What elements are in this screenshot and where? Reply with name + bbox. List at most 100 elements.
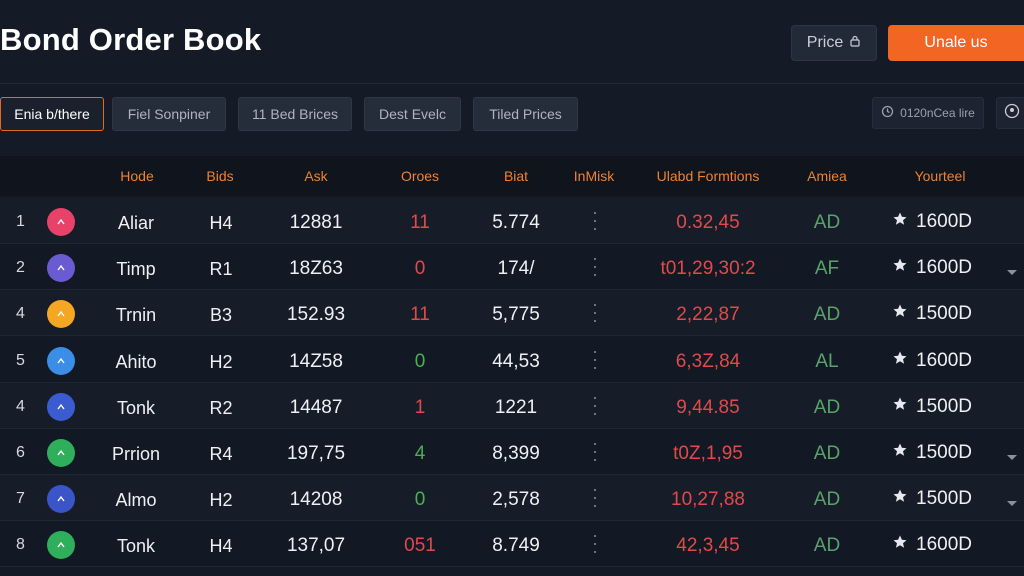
column-header[interactable]: Oroes [400, 168, 440, 184]
ask-value: 14208 [289, 489, 343, 511]
chevron-down-icon[interactable] [1006, 264, 1018, 282]
kebab-icon[interactable] [592, 443, 598, 461]
bid-code: H4 [209, 213, 233, 233]
sort-chip[interactable]: 0120nCea lire [872, 97, 984, 129]
biat-value: 5,775 [492, 304, 540, 326]
yourteel-value: 1500D [916, 303, 972, 325]
bond-icon [47, 439, 75, 467]
tab-2[interactable]: 11 Bed Brices [238, 97, 352, 131]
kebab-icon[interactable] [592, 535, 598, 554]
biat-value: 174/ [497, 258, 535, 280]
ask-value: 14487 [289, 396, 343, 418]
yourteel-value: 1600D [916, 257, 972, 279]
star-icon [892, 396, 908, 418]
formations-value: 2,22,87 [676, 304, 740, 326]
yourteel-cell[interactable]: 1600D [892, 350, 972, 372]
bond-name[interactable]: Tonk [116, 397, 156, 418]
tab-1[interactable]: Fiel Sonpiner [112, 97, 226, 131]
bond-icon [47, 346, 75, 375]
kebab-icon[interactable] [592, 396, 598, 415]
user-menu-button[interactable] [996, 97, 1024, 129]
table-row[interactable]: 1 Aliar H4 12881 11 5.774 0.32,45 AD 1600D [0, 198, 1024, 244]
column-header[interactable]: Yourteel [914, 168, 966, 184]
table-row[interactable]: 8 Tonk H4 137,07 051 8.749 42,3,45 AD 1600D [0, 521, 1024, 568]
yourteel-value: 1600D [916, 534, 972, 556]
yourteel-value: 1500D [916, 395, 972, 417]
primary-action-button[interactable]: Unale us [888, 25, 1024, 61]
yourteel-cell[interactable]: 1500D [892, 303, 972, 325]
star-icon [892, 257, 908, 279]
ask-value: 197,75 [286, 443, 346, 464]
column-header[interactable]: Hode [120, 168, 154, 184]
tab-0[interactable]: Enia b/there [0, 97, 104, 131]
yourteel-value: 1600D [916, 349, 972, 371]
table-row[interactable]: 6 Prrion R4 197,75 4 8,399 t0Z,1,95 AD 1500D [0, 429, 1024, 475]
bond-icon [47, 254, 75, 283]
yourteel-value: 1500D [916, 488, 972, 510]
amiea-badge: AD [813, 443, 841, 464]
ask-value: 18Z63 [289, 258, 343, 280]
bond-name[interactable]: Tonk [116, 536, 156, 557]
sort-chip-label: 0120nCea lire [900, 106, 975, 120]
kebab-icon[interactable] [592, 258, 598, 277]
bond-name[interactable]: Prrion [111, 444, 161, 464]
row-number: 5 [16, 351, 25, 369]
yourteel-cell[interactable]: 1600D [892, 211, 972, 233]
biat-value: 2,578 [492, 489, 540, 511]
filter-toolbar: Enia b/there Fiel Sonpiner 11 Bed Brices… [0, 84, 1024, 152]
chevron-down-icon[interactable] [1006, 495, 1018, 513]
column-header[interactable]: Amiea [807, 168, 847, 184]
yourteel-cell[interactable]: 1500D [892, 488, 972, 510]
bond-icon [47, 208, 75, 236]
bond-name[interactable]: Aliar [117, 213, 155, 233]
biat-value: 8.749 [492, 535, 540, 557]
column-header[interactable]: Bids [206, 168, 234, 184]
amiea-badge: AL [815, 350, 839, 372]
orders-value: 11 [410, 304, 430, 326]
table-row[interactable]: 4 Trnin B3 152.93 11 5,775 2,22,87 AD 1500D [0, 290, 1024, 337]
orders-value: 1 [414, 396, 426, 418]
orders-value: 4 [414, 443, 426, 464]
formations-value: 9,44.85 [676, 396, 740, 418]
table-row[interactable]: 7 Almo H2 14208 0 2,578 10,27,88 AD 1500D [0, 475, 1024, 522]
amiea-badge: AD [813, 396, 841, 418]
table-row[interactable]: 2 Timp R1 18Z63 0 174/t01,29,30:2 AF 1600D [0, 244, 1024, 291]
tab-4[interactable]: Tiled Prices [473, 97, 578, 131]
amiea-badge: AD [813, 489, 841, 511]
column-header[interactable]: InMisk [573, 168, 615, 184]
yourteel-cell[interactable]: 1600D [892, 257, 972, 279]
column-header[interactable]: Ask [304, 168, 328, 184]
amiea-badge: AF [814, 258, 840, 280]
bid-code: B3 [209, 305, 233, 326]
bond-name[interactable]: Trnin [115, 305, 157, 326]
star-icon [892, 350, 908, 372]
ask-value: 14Z58 [289, 350, 343, 372]
clock-icon [881, 105, 894, 121]
star-icon [892, 442, 908, 464]
bond-name[interactable]: Timp [116, 259, 156, 280]
column-header[interactable]: Ulabd Formtions [656, 168, 760, 184]
price-button[interactable]: Price [791, 25, 877, 61]
bond-name[interactable]: Almo [115, 490, 157, 511]
orders-value: 0 [414, 258, 426, 280]
table-row[interactable]: 4 Tonk R2 14487 1 1221 9,44.85 AD 1500D [0, 382, 1024, 429]
yourteel-cell[interactable]: 1500D [892, 442, 972, 464]
kebab-icon[interactable] [592, 489, 598, 508]
kebab-icon[interactable] [592, 304, 598, 323]
yourteel-cell[interactable]: 1600D [892, 534, 972, 556]
orders-value: 11 [410, 212, 430, 233]
tab-3[interactable]: Dest Evelc [364, 97, 461, 131]
row-number: 1 [16, 213, 25, 230]
amiea-badge: AD [813, 212, 841, 233]
yourteel-cell[interactable]: 1500D [892, 396, 972, 418]
kebab-icon[interactable] [592, 212, 598, 230]
column-header[interactable]: Biat [503, 168, 529, 184]
ask-value: 12881 [289, 212, 343, 233]
chevron-down-icon[interactable] [1006, 449, 1018, 467]
bid-code: H2 [209, 490, 233, 511]
table-row[interactable]: 5 Ahito H2 14Z58 0 44,53 6,3Z,84 AL 1600D [0, 336, 1024, 383]
kebab-icon[interactable] [592, 350, 598, 369]
bond-name[interactable]: Ahito [115, 351, 157, 372]
row-number: 4 [16, 397, 25, 415]
biat-value: 1221 [494, 396, 538, 418]
